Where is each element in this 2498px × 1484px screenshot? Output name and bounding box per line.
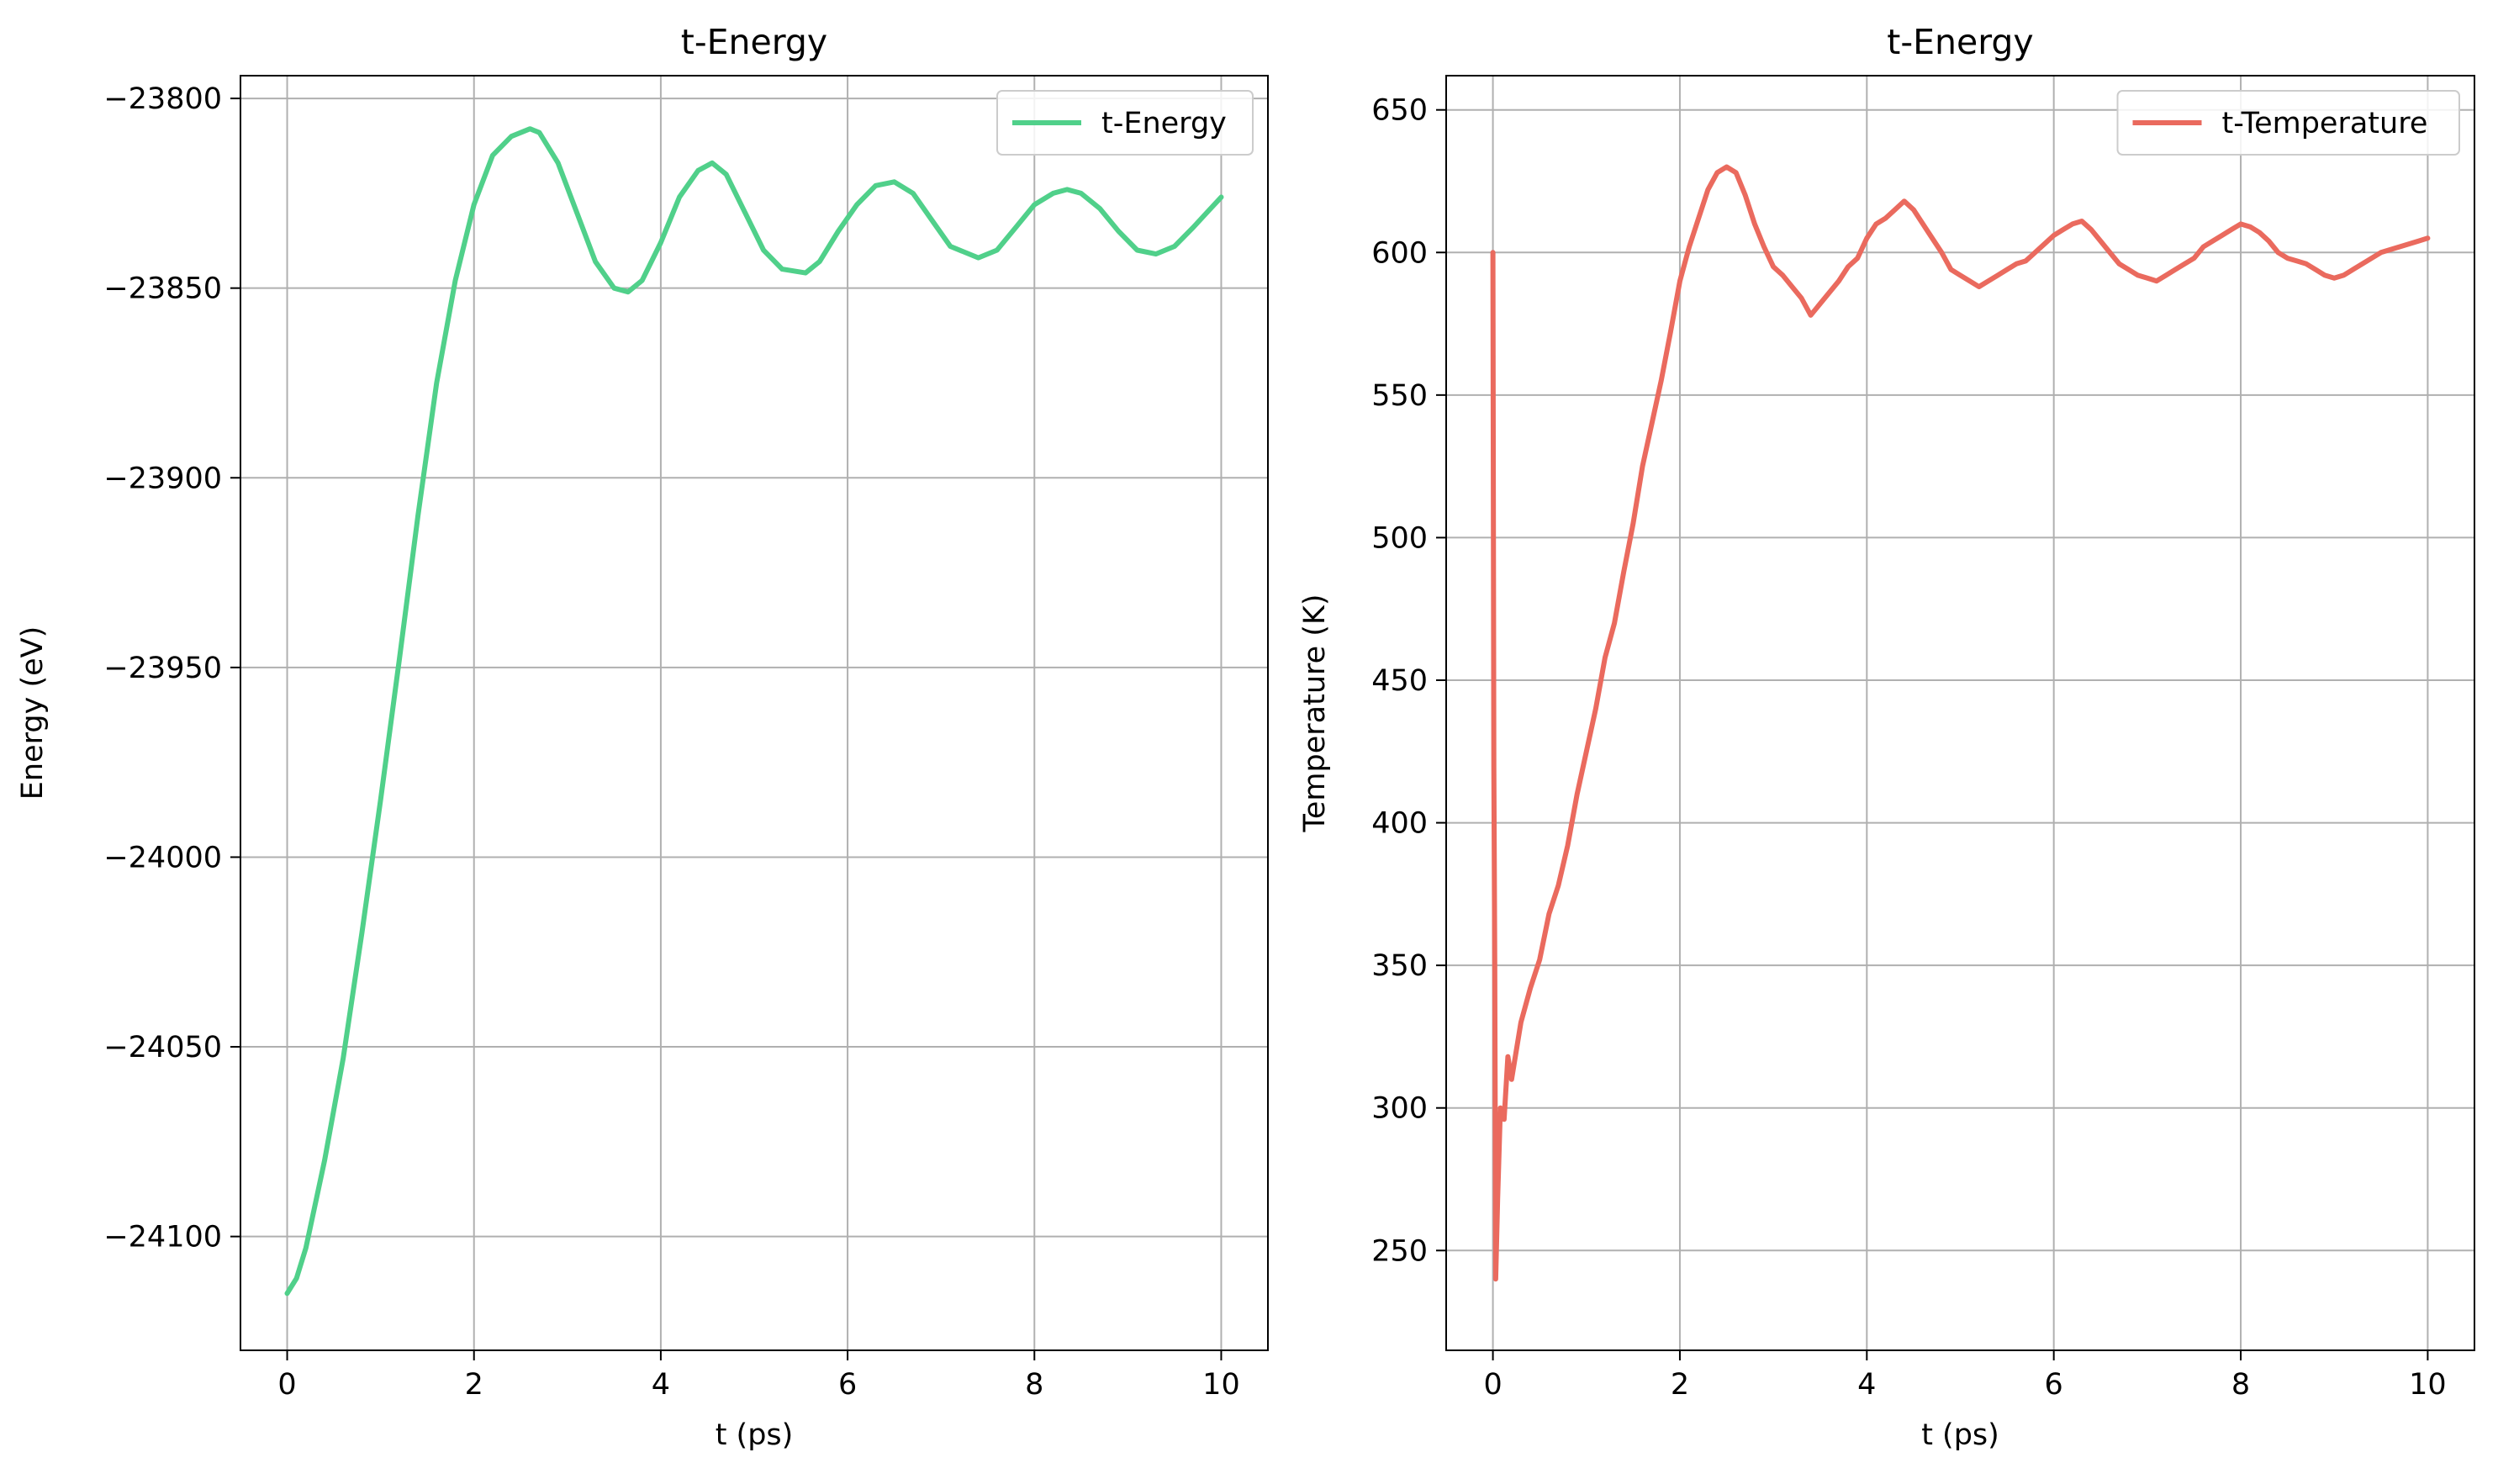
series-line-t-energy bbox=[284, 126, 1224, 1297]
chart-title: t-Energy bbox=[1887, 22, 2033, 62]
legend-label: t-Temperature bbox=[2222, 107, 2428, 140]
axes-frame bbox=[1445, 75, 2475, 1351]
energy-panel: 0 2 4 6 8 10 −24100 −24050 −24000 −23950 −23900 −23… bbox=[16, 22, 1269, 1452]
y-tick-label: −23800 bbox=[103, 82, 222, 116]
y-tick-label: 250 bbox=[1371, 1234, 1428, 1268]
y-tick-label: −23950 bbox=[103, 652, 222, 685]
x-tick-label: 0 bbox=[1483, 1368, 1502, 1402]
y-tick-label: 500 bbox=[1371, 521, 1428, 555]
legend: t-Temperature bbox=[2116, 90, 2460, 156]
x-axis-label: t (ps) bbox=[716, 1418, 794, 1452]
y-tick-label: −24000 bbox=[103, 841, 222, 874]
y-tick-label: 600 bbox=[1371, 236, 1428, 270]
chart-title: t-Energy bbox=[681, 22, 827, 62]
x-tick-label: 8 bbox=[2231, 1368, 2250, 1402]
y-tick-label: −24100 bbox=[103, 1221, 222, 1254]
x-tick-label: 2 bbox=[1671, 1368, 1689, 1402]
legend-box bbox=[2116, 90, 2460, 156]
x-tick-label: 4 bbox=[652, 1368, 670, 1402]
y-tick-label: 400 bbox=[1371, 807, 1428, 841]
x-tick-label: 6 bbox=[2045, 1368, 2063, 1402]
y-axis-label: Temperature (K) bbox=[1298, 594, 1332, 832]
x-tick-label: 0 bbox=[277, 1368, 296, 1402]
y-axis-label: Energy (eV) bbox=[16, 626, 50, 800]
x-tick-label: 2 bbox=[465, 1368, 483, 1402]
x-axis-label: t (ps) bbox=[1921, 1418, 1999, 1452]
x-tick-label: 10 bbox=[2409, 1368, 2447, 1402]
y-tick-label: −24050 bbox=[103, 1031, 222, 1064]
series-line-t-temperature bbox=[1490, 164, 2431, 1282]
legend: t-Energy bbox=[996, 90, 1254, 156]
y-tick-label: 650 bbox=[1371, 94, 1428, 128]
x-tick-label: 10 bbox=[1202, 1368, 1240, 1402]
y-tick-label: −23850 bbox=[103, 272, 222, 306]
y-tick-label: 300 bbox=[1371, 1092, 1428, 1126]
axes-frame bbox=[240, 75, 1269, 1351]
y-tick-label: 450 bbox=[1371, 664, 1428, 698]
legend-box bbox=[996, 90, 1254, 156]
legend-label: t-Energy bbox=[1101, 107, 1227, 140]
x-tick-label: 4 bbox=[1857, 1368, 1876, 1402]
y-tick-label: 550 bbox=[1371, 379, 1428, 413]
temperature-panel: 0 2 4 6 8 10 250 300 350 400 450 500 550 600 650 t-Ener… bbox=[1298, 22, 2475, 1452]
y-tick-label: −23900 bbox=[103, 462, 222, 495]
x-tick-label: 6 bbox=[838, 1368, 857, 1402]
y-tick-label: 350 bbox=[1371, 949, 1428, 983]
x-tick-label: 8 bbox=[1025, 1368, 1043, 1402]
